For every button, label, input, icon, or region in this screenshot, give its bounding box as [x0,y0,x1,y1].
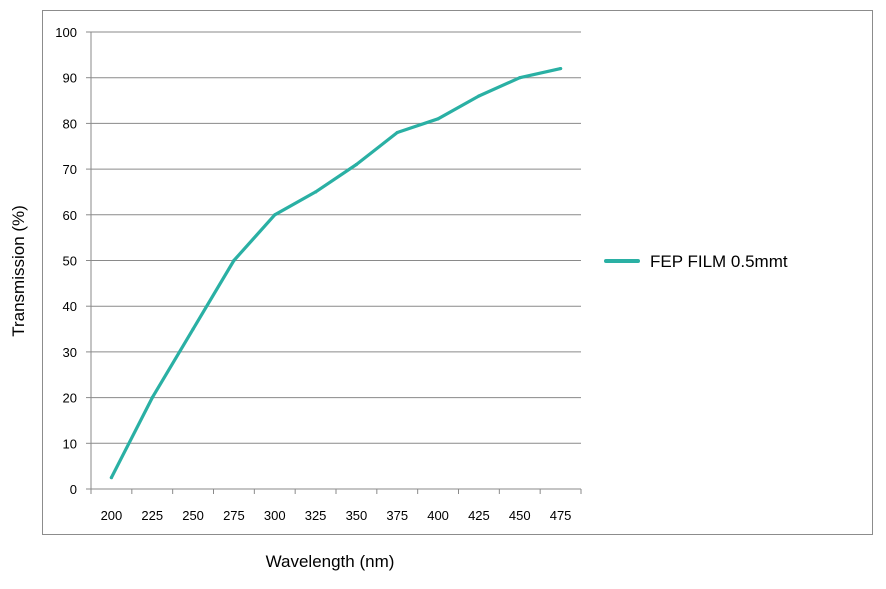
data-point-325 [313,190,318,194]
x-tick-label-225: 225 [141,508,163,523]
x-tick-label-475: 475 [550,508,572,523]
y-tick-label-80: 80 [63,116,77,131]
data-point-375 [395,130,399,135]
x-tick-label-250: 250 [182,508,204,523]
x-tick-label-375: 375 [386,508,408,523]
y-tick-label-10: 10 [63,436,77,451]
data-point-350 [354,162,359,167]
x-tick-label-200: 200 [101,508,123,523]
y-tick-label-60: 60 [63,208,77,223]
grid-lines [91,31,581,444]
data-point-250 [191,327,195,331]
x-axis-title: Wavelength (nm) [266,552,395,571]
legend: FEP FILM 0.5mmt [604,252,788,271]
data-point-225 [150,396,154,400]
axes [86,31,582,494]
legend-label-fep-film: FEP FILM 0.5mmt [650,252,788,271]
data-point-200 [109,475,114,480]
y-tick-label-50: 50 [63,254,77,269]
x-tick-label-400: 400 [427,508,449,523]
data-point-450 [518,76,522,80]
x-tick-labels: 200 225 250 275 300 325 350 375 400 425 450 475 [101,508,572,523]
data-point-425 [477,94,481,98]
data-point-275 [232,258,236,263]
y-tick-label-40: 40 [63,299,77,314]
x-tick-label-325: 325 [305,508,327,523]
x-tick-label-300: 300 [264,508,286,523]
y-tick-labels: 0 10 20 30 40 50 60 70 80 90 100 [55,25,77,497]
chart-frame [42,10,873,535]
y-tick-label-30: 30 [63,345,77,360]
x-tick-label-350: 350 [346,508,368,523]
y-tick-label-20: 20 [63,391,77,406]
x-tick-label-425: 425 [468,508,490,523]
series-line-0 [109,66,563,480]
data-point-300 [273,213,277,217]
y-axis-title: Transmission (%) [9,205,28,337]
x-tick-label-450: 450 [509,508,531,523]
y-tick-label-70: 70 [63,162,77,177]
data-point-400 [436,117,440,121]
y-tick-label-0: 0 [70,482,77,497]
series-lines [109,66,563,480]
y-tick-label-90: 90 [63,71,77,86]
y-tick-label-100: 100 [55,25,77,40]
x-tick-label-275: 275 [223,508,245,523]
data-point-475 [558,66,563,71]
